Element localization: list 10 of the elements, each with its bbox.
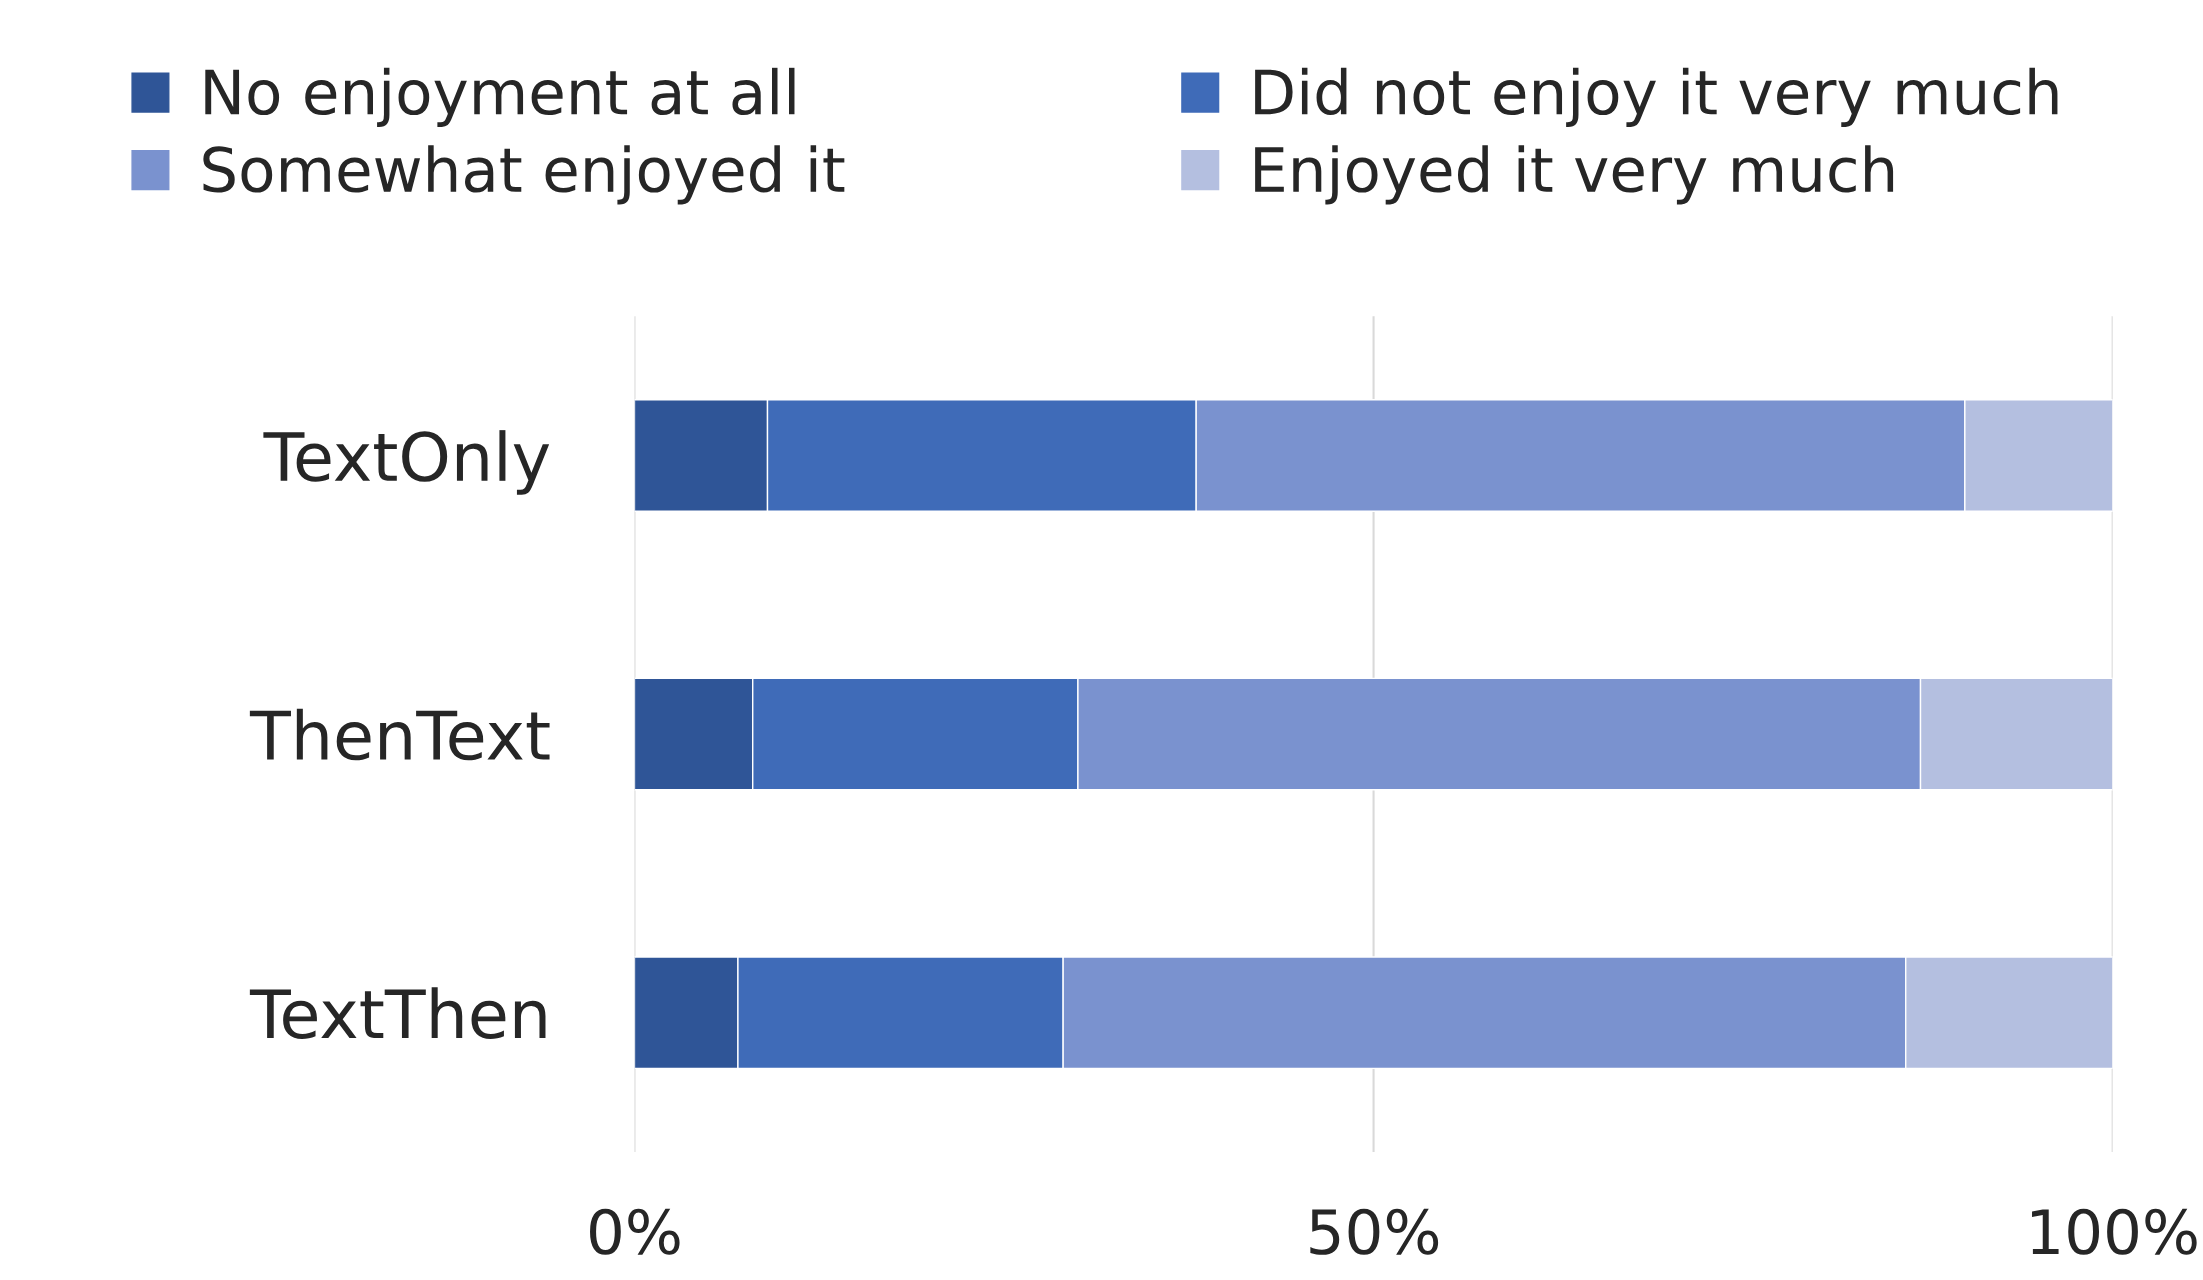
legend-label: No enjoyment at all (205, 67, 795, 127)
y-tick-label: TextOnly (263, 430, 550, 495)
x-tick-label: 0% (590, 1208, 680, 1255)
legend-label: Did not enjoy it very much (1255, 67, 2058, 127)
legend-label: Enjoyed it very much (1255, 145, 1894, 205)
x-tick-label: 100% (2032, 1208, 2197, 1255)
y-tick-label: ThenText (249, 708, 550, 761)
x-tick-label: 50% (1310, 1208, 1439, 1255)
legend-label: Somewhat enjoyed it (203, 145, 845, 205)
y-tick-label: TextThen (249, 987, 546, 1039)
